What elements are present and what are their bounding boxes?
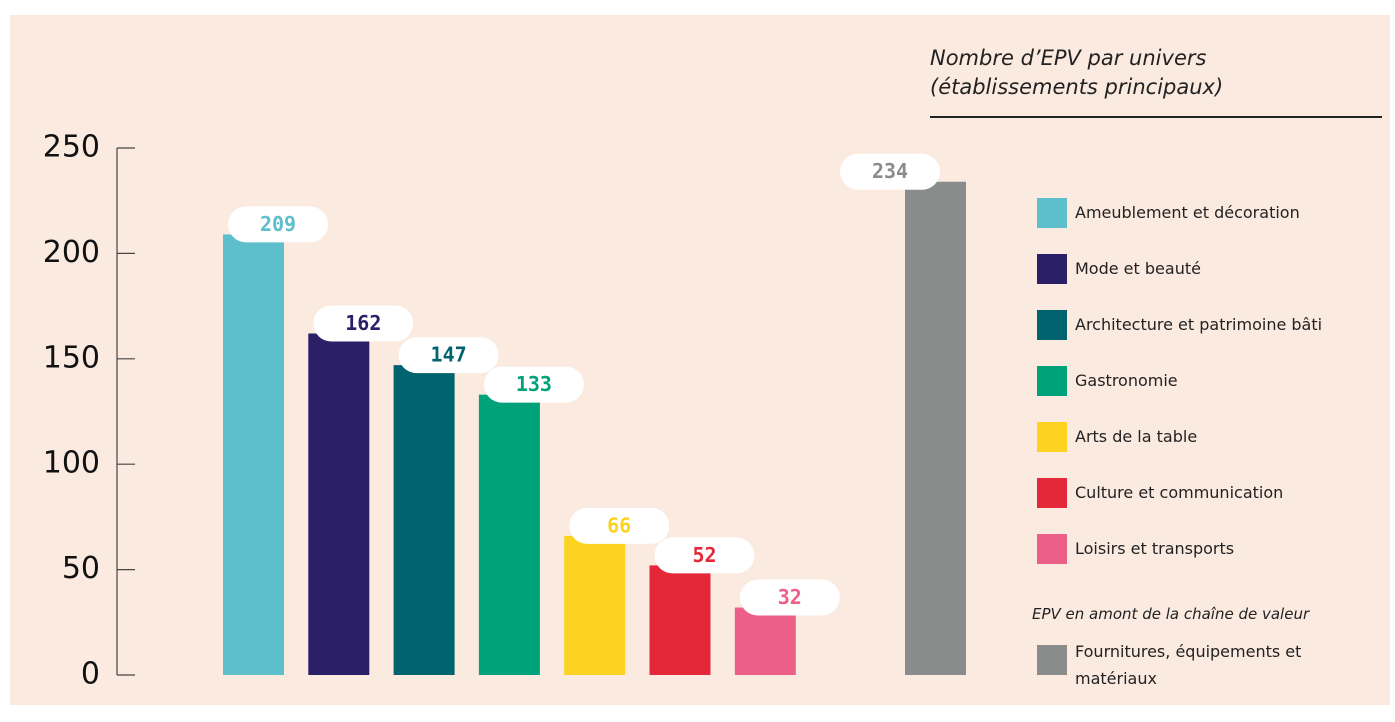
value-pill <box>398 337 499 374</box>
y-tick-label: 100 <box>43 446 100 481</box>
value-pill <box>840 153 940 190</box>
value-pill <box>569 507 670 544</box>
legend-label: Ameublement et décoration <box>1075 203 1300 222</box>
value-pill <box>313 305 414 342</box>
bar <box>734 607 796 675</box>
value-label: 147 <box>431 343 467 367</box>
legend-swatch <box>1037 310 1067 340</box>
value-label: 162 <box>345 311 381 335</box>
value-label: 234 <box>872 159 908 183</box>
legend-label: Culture et communication <box>1075 483 1284 502</box>
value-label: 52 <box>692 543 716 567</box>
y-tick-label: 250 <box>43 130 100 165</box>
legend-note: EPV en amont de la chaîne de valeur <box>1032 605 1310 623</box>
y-tick-label: 0 <box>81 657 100 692</box>
legend-swatch <box>1037 422 1067 452</box>
y-tick-label: 50 <box>62 551 100 586</box>
legend-label: Architecture et patrimoine bâti <box>1075 315 1323 334</box>
legend-label: Mode et beauté <box>1075 259 1201 278</box>
bar <box>393 365 455 675</box>
legend-swatch <box>1037 366 1067 396</box>
legend-swatch <box>1037 478 1067 508</box>
legend-label: Fournitures, équipements et matériaux <box>1075 642 1302 688</box>
bar <box>649 565 711 675</box>
bar <box>564 535 626 675</box>
legend-swatch <box>1037 645 1067 675</box>
legend-swatch <box>1037 534 1067 564</box>
bar <box>478 394 540 675</box>
value-label: 133 <box>516 372 552 396</box>
value-pill <box>483 366 584 403</box>
legend-label: Loisirs et transports <box>1075 539 1235 558</box>
value-label: 66 <box>607 513 631 537</box>
chart-title: Nombre d’EPV par univers (établissements… <box>930 46 1224 99</box>
legend-swatch <box>1037 254 1067 284</box>
value-pill <box>739 579 840 616</box>
value-pill <box>228 206 328 243</box>
y-tick-label: 150 <box>43 340 100 375</box>
value-label: 209 <box>260 212 296 236</box>
value-label: 32 <box>778 585 802 609</box>
legend-swatch <box>1037 198 1067 228</box>
bar <box>223 234 284 676</box>
value-pill <box>654 537 755 574</box>
bar <box>308 333 370 675</box>
y-tick-label: 200 <box>43 235 100 270</box>
bar <box>905 181 966 675</box>
legend-label: Arts de la table <box>1075 427 1198 446</box>
legend-label: Gastronomie <box>1075 371 1178 390</box>
